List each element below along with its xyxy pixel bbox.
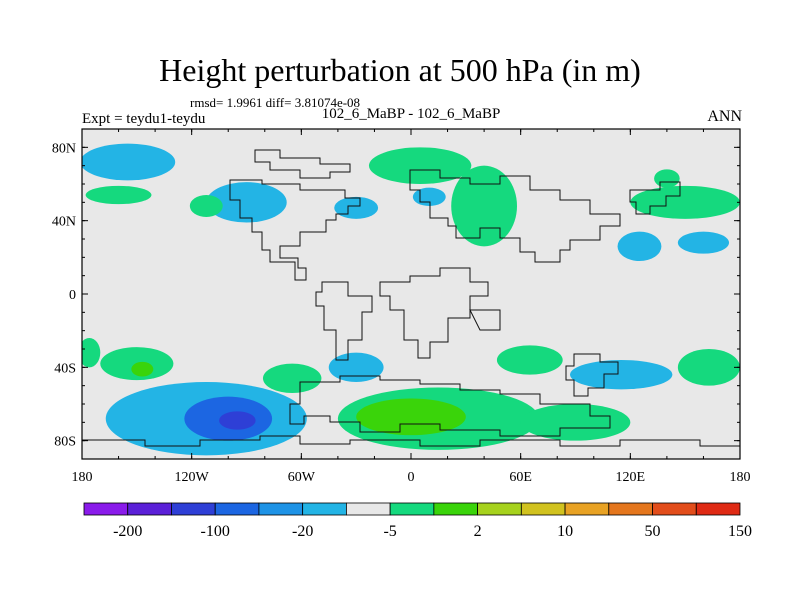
x-axis-ticks: 180 120W 60W 0 60E 120E 180 [72, 129, 751, 485]
y-tick-label: 80S [54, 435, 76, 450]
colorbar-label: 150 [728, 523, 752, 540]
colorbar-box [258, 502, 304, 516]
contour-region-24 [570, 360, 673, 390]
contour-region-25 [677, 349, 740, 386]
contour-region-7 [412, 187, 446, 206]
contour-region-6 [451, 165, 518, 247]
colorbar-box [389, 502, 435, 516]
colorbar-box [171, 502, 216, 516]
colorbar-label: 50 [645, 523, 661, 540]
x-tick-label: 180 [72, 470, 93, 485]
x-tick-label: 60W [288, 470, 316, 485]
colorbar-box [345, 502, 391, 516]
colorbar-box [520, 502, 566, 516]
contour-region-17 [219, 411, 256, 430]
contour-region-10 [677, 231, 730, 254]
y-axis-ticks: 80N 40N 0 40S 80S [52, 141, 740, 450]
colorbar: -200 -100 -20 -5 2 10 50 150 [83, 502, 752, 540]
colorbar-box [564, 502, 610, 516]
colorbar-label: 2 [474, 523, 482, 540]
contour-region-23 [496, 345, 563, 375]
colorbar-label: -200 [113, 523, 142, 540]
colorbar-box [477, 502, 522, 516]
contour-region-21 [356, 398, 466, 436]
contour-region-11 [654, 169, 680, 188]
colorbar-label: -100 [201, 523, 230, 540]
y-tick-label: 40N [52, 215, 76, 230]
x-tick-label: 60E [509, 470, 532, 485]
contour-region-18 [262, 363, 322, 394]
contour-region-9 [617, 231, 662, 261]
contour-region-1 [206, 182, 287, 223]
contour-region-22 [520, 404, 631, 441]
colorbar-box [695, 502, 741, 516]
colorbar-box [608, 502, 653, 516]
coastline [82, 149, 740, 447]
contour-region-19 [328, 352, 384, 383]
colorbar-label: -5 [383, 523, 396, 540]
contour-region-13 [131, 361, 154, 377]
stats-text: rmsd= 1.9961 diff= 3.81074e-08 [190, 95, 361, 110]
contour-region-3 [85, 185, 152, 205]
x-tick-label: 120W [175, 470, 210, 485]
center-label: 102_6_MaBP - 102_6_MaBP [321, 106, 501, 122]
season-label: ANN [707, 108, 742, 125]
contour-region-0 [82, 143, 176, 181]
colorbar-box [214, 502, 260, 516]
colorbar-label: 10 [557, 523, 573, 540]
x-tick-label: 120E [616, 470, 646, 485]
chart-title: Height perturbation at 500 hPa (in m) [159, 52, 641, 88]
colorbar-box [83, 502, 129, 516]
y-tick-label: 80N [52, 141, 76, 156]
experiment-label: Expt = teydu1-teydu [82, 111, 206, 127]
colorbar-box [127, 502, 172, 516]
contour-region-4 [189, 195, 223, 217]
contour-region-8 [630, 185, 740, 219]
contour-regions [82, 143, 740, 456]
x-tick-label: 180 [730, 470, 751, 485]
colorbar-box [652, 502, 697, 516]
x-tick-label: 0 [408, 470, 415, 485]
contour-region-14 [82, 338, 101, 368]
contour-region-5 [368, 147, 472, 185]
y-tick-label: 40S [54, 361, 76, 376]
y-tick-label: 0 [69, 288, 76, 303]
colorbar-label: -20 [292, 523, 313, 540]
colorbar-box [433, 502, 479, 516]
contour-region-2 [334, 196, 379, 219]
colorbar-box [302, 502, 347, 516]
